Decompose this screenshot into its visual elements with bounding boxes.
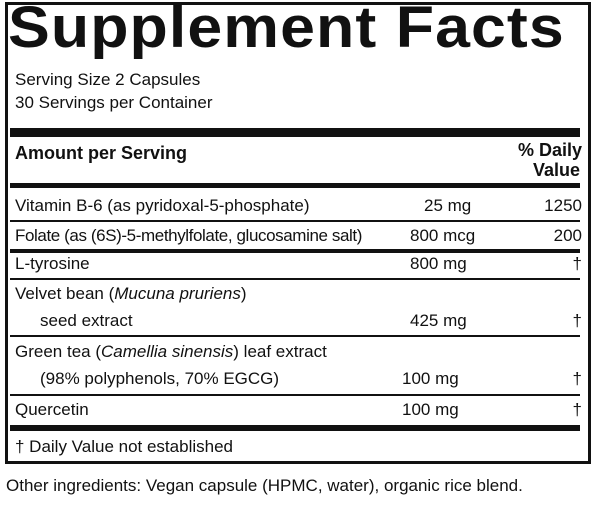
nutrient-amount: 800 mcg [410,226,476,245]
divider [10,220,580,222]
nutrient-name-suffix: ) [240,284,247,303]
nutrient-dv: † [572,369,582,388]
nutrient-dv: † [572,400,582,419]
nutrient-dv: 200 [553,226,582,245]
latin-name: Mucuna pruriens [114,284,241,303]
serving-size: Serving Size 2 Capsules [15,70,201,89]
supplement-facts-panel [5,2,591,464]
nutrient-name: Vitamin B-6 (as pyridoxal-5-phosphate) [15,196,310,215]
nutrient-name: Folate (as (6S)-5-methylfolate, glucosam… [15,226,362,245]
medium-divider [10,183,580,188]
nutrient-name: Green tea ( [15,342,101,361]
nutrient-amount: 100 mg [402,400,459,419]
divider [10,394,580,396]
nutrient-name: Quercetin [15,400,89,419]
panel-title: Supplement Facts [8,0,565,60]
nutrient-name-suffix: ) leaf extract [233,342,327,361]
divider [10,249,580,253]
servings-per-container: 30 Servings per Container [15,93,213,112]
amount-header: Amount per Serving [15,143,188,163]
latin-name: Camellia sinensis [101,342,234,361]
divider [10,278,580,280]
nutrient-amount: 25 mg [424,196,472,215]
thick-divider [10,425,580,431]
nutrient-amount: 100 mg [402,369,459,388]
nutrient-detail: seed extract [40,311,133,330]
divider [10,335,580,337]
nutrient-amount: 800 mg [410,254,467,273]
thick-divider [10,128,580,137]
other-ingredients: Other ingredients: Vegan capsule (HPMC, … [6,476,523,495]
footnote: † Daily Value not established [15,437,233,456]
nutrient-detail: (98% polyphenols, 70% EGCG) [40,369,280,388]
dv-header-1: % Daily [517,140,582,160]
nutrient-amount: 425 mg [410,311,467,330]
nutrient-dv: 1250 [544,196,582,215]
nutrient-dv: † [572,254,582,273]
nutrient-name: L-tyrosine [15,254,90,273]
dv-header-2: Value [532,160,580,180]
nutrient-name: Velvet bean ( [15,284,115,303]
nutrient-dv: † [572,311,582,330]
